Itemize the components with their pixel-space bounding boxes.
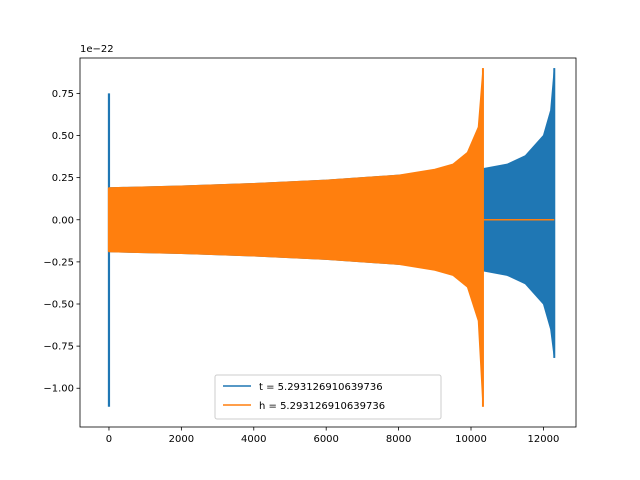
y-tick-label: 0.75 <box>52 89 74 100</box>
series-h <box>107 68 555 407</box>
legend-label: t = 5.293126910639736 <box>259 382 383 393</box>
axes-frame <box>79 57 577 428</box>
x-tick-label: 12000 <box>528 434 560 445</box>
y-tick-label: −0.75 <box>43 342 74 353</box>
y-tick-label: 0.50 <box>52 131 74 142</box>
x-tick-label: 0 <box>106 434 112 445</box>
x-tick-label: 6000 <box>313 434 338 445</box>
series-layer <box>107 68 556 407</box>
y-tick-label: −1.00 <box>43 384 74 395</box>
legend-box <box>214 374 442 420</box>
x-axis-ticks: 0 2000 4000 6000 8000 10000 12000 <box>106 427 560 445</box>
x-tick-label: 2000 <box>169 434 194 445</box>
x-tick-label: 4000 <box>241 434 266 445</box>
y-tick-label: −0.50 <box>43 300 74 311</box>
y-tick-label: 0.00 <box>52 215 74 226</box>
y-tick-label: −0.25 <box>43 257 74 268</box>
y-offset-text: 1e−22 <box>80 44 114 55</box>
y-tick-label: 0.25 <box>52 173 74 184</box>
x-tick-label: 8000 <box>386 434 411 445</box>
legend: t = 5.293126910639736 h = 5.2931269106397… <box>214 374 442 420</box>
y-axis-ticks: 0.75 0.50 0.25 0.00 −0.25 −0.50 −0.75 −1.00 <box>43 89 80 395</box>
legend-label: h = 5.293126910639736 <box>259 401 385 412</box>
x-tick-label: 10000 <box>455 434 487 445</box>
